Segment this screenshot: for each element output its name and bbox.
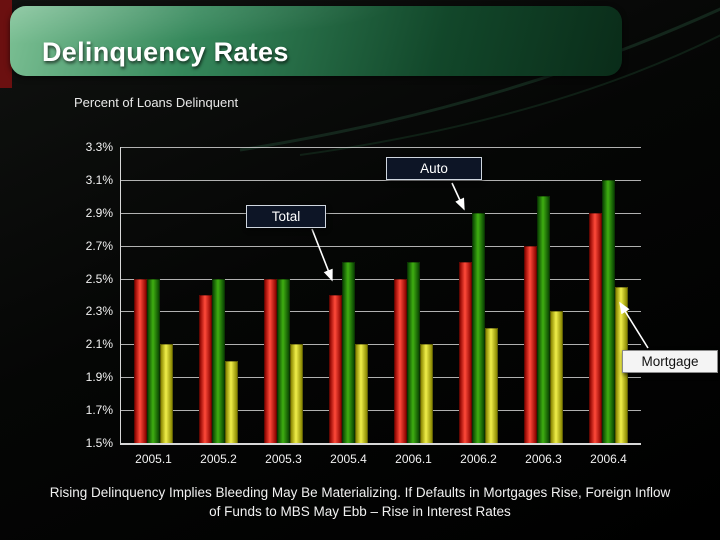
y-axis-tick-label: 1.5% bbox=[85, 436, 113, 450]
gridline bbox=[121, 311, 641, 313]
bar-total-2006.1 bbox=[394, 278, 407, 443]
chart-subtitle: Percent of Loans Delinquent bbox=[74, 95, 239, 110]
bar-auto-2005.2 bbox=[212, 278, 225, 443]
slide-caption: Rising Delinquency Implies Bleeding May … bbox=[49, 485, 671, 519]
y-axis-tick-label: 2.7% bbox=[85, 238, 113, 253]
gridline bbox=[121, 147, 641, 148]
x-axis-tick-label: 2006.1 bbox=[395, 452, 432, 466]
header-highlight bbox=[10, 6, 622, 76]
gridline bbox=[121, 245, 641, 247]
bar-total-2005.1 bbox=[134, 278, 147, 443]
bar-mortgage-2006.1 bbox=[420, 344, 433, 443]
callout-mortgage: Mortgage bbox=[622, 350, 718, 373]
bar-total-2006.3 bbox=[524, 245, 537, 443]
bar-auto-2005.1 bbox=[147, 278, 160, 443]
slide-header: Delinquency Rates bbox=[10, 6, 622, 76]
bar-total-2005.4 bbox=[329, 295, 342, 443]
callout-auto: Auto bbox=[386, 157, 482, 180]
x-axis-tick-label: 2006.3 bbox=[525, 452, 562, 466]
red-accent-strip bbox=[0, 0, 12, 88]
bar-total-2006.2 bbox=[459, 262, 472, 443]
bar-auto-2006.3 bbox=[537, 196, 550, 443]
bar-mortgage-2005.2 bbox=[225, 360, 238, 443]
bar-mortgage-2005.1 bbox=[160, 344, 173, 443]
x-axis-tick-label: 2006.4 bbox=[590, 452, 627, 466]
bar-chart-plot-area: 3.3% 3.1% 2.9% 2.7% 2.5% 2.3% 2.1% 1.9% 1.7% 1.5%… bbox=[86, 140, 641, 466]
gridline bbox=[121, 179, 641, 181]
gridline bbox=[121, 212, 641, 214]
y-axis-tick-label: 3.1% bbox=[85, 172, 113, 187]
bar-mortgage-2006.2 bbox=[485, 327, 498, 443]
y-axis-tick-label: 1.9% bbox=[85, 370, 113, 385]
y-axis-tick-label: 3.3% bbox=[85, 140, 113, 154]
x-axis-tick-label: 2006.2 bbox=[460, 452, 497, 466]
y-axis-tick-label: 2.9% bbox=[85, 205, 113, 220]
y-axis-tick-label: 1.7% bbox=[85, 403, 113, 418]
bar-auto-2005.3 bbox=[277, 278, 290, 443]
gridline bbox=[121, 377, 641, 379]
bar-total-2005.2 bbox=[199, 295, 212, 443]
y-axis-tick-label: 2.3% bbox=[85, 304, 113, 319]
x-axis-tick-label: 2005.1 bbox=[135, 452, 172, 466]
x-axis-tick-label: 2005.3 bbox=[265, 452, 302, 466]
slide-title: Delinquency Rates bbox=[42, 37, 289, 67]
gridline bbox=[121, 410, 641, 412]
bar-total-2005.3 bbox=[264, 278, 277, 443]
x-axis-tick-label: 2005.2 bbox=[200, 452, 237, 466]
bar-total-2006.4 bbox=[589, 212, 602, 443]
x-axis-tick-label: 2005.4 bbox=[330, 452, 367, 466]
bar-auto-2006.2 bbox=[472, 212, 485, 443]
bar-auto-2005.4 bbox=[342, 262, 355, 443]
y-axis-tick-label: 2.5% bbox=[85, 271, 113, 286]
gridline bbox=[121, 344, 641, 346]
bar-mortgage-2005.4 bbox=[355, 344, 368, 443]
bar-auto-2006.1 bbox=[407, 262, 420, 443]
gridline bbox=[121, 278, 641, 280]
y-axis-tick-label: 2.1% bbox=[85, 337, 113, 352]
bar-mortgage-2006.3 bbox=[550, 311, 563, 443]
bar-mortgage-2005.3 bbox=[290, 344, 303, 443]
callout-total: Total bbox=[246, 205, 326, 228]
bar-auto-2006.4 bbox=[602, 179, 615, 443]
